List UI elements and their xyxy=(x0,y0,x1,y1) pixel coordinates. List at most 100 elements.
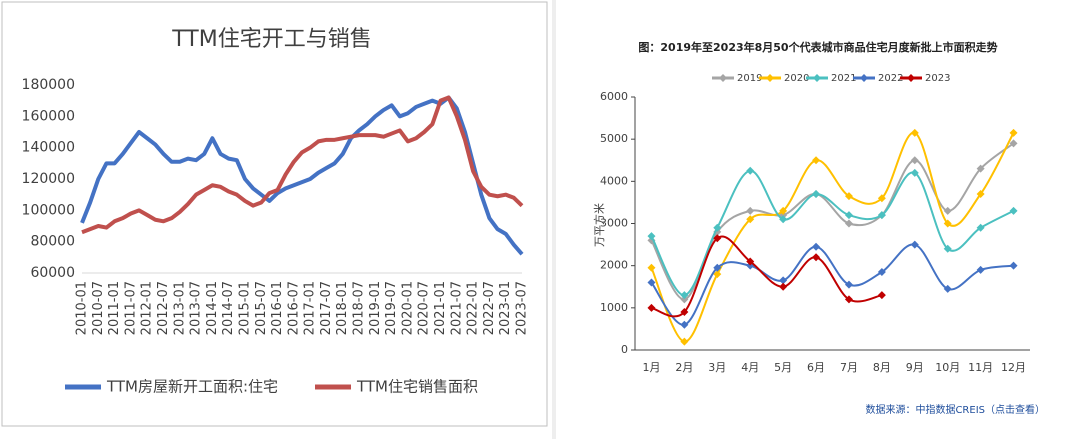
data-point xyxy=(746,257,755,266)
legend-marker xyxy=(907,74,915,82)
y-tick-label: 3000 xyxy=(600,217,628,230)
x-tick-label: 2015-07 xyxy=(254,281,269,335)
series-line xyxy=(81,95,524,235)
x-tick-label: 2月 xyxy=(675,361,693,374)
legend-marker xyxy=(813,74,821,82)
legend-marker xyxy=(860,74,868,82)
x-tick-label: 2018-01 xyxy=(335,281,350,335)
y-axis-label: 万平方米 xyxy=(592,203,606,247)
data-point xyxy=(844,280,853,289)
x-tick-label: 12月 xyxy=(1001,361,1026,374)
x-tick-label: 2015-01 xyxy=(237,281,252,335)
x-tick-label: 6月 xyxy=(807,361,825,374)
x-tick-label: 11月 xyxy=(968,361,993,374)
data-point xyxy=(680,291,689,300)
data-point xyxy=(943,244,952,253)
series-line xyxy=(651,235,883,318)
x-tick-label: 9月 xyxy=(906,361,924,374)
data-point xyxy=(746,166,755,175)
legend-label: 2019 xyxy=(737,73,762,84)
data-point xyxy=(877,194,886,203)
left-panel xyxy=(1,1,548,427)
data-point xyxy=(779,206,788,215)
y-tick-label: 100000 xyxy=(22,202,75,218)
x-tick-label: 2022-07 xyxy=(482,281,497,335)
data-point xyxy=(779,215,788,224)
x-tick-label: 2013-07 xyxy=(189,281,204,335)
y-tick-label: 160000 xyxy=(22,108,75,124)
data-point xyxy=(1009,128,1018,137)
data-point xyxy=(1009,139,1018,148)
x-tick-label: 2020-01 xyxy=(400,281,415,335)
legend-label: TTM住宅销售面积 xyxy=(356,378,478,396)
x-tick-label: 2014-07 xyxy=(221,281,236,335)
data-point xyxy=(877,211,886,220)
data-point xyxy=(844,211,853,220)
x-tick-label: 2022-01 xyxy=(466,281,481,335)
data-point xyxy=(812,242,821,251)
chart-title: 图：2019年至2023年8月50个代表城市商品住宅月度新批上市面积走势 xyxy=(638,40,997,54)
data-point xyxy=(844,295,853,304)
data-point xyxy=(910,156,919,165)
x-tick-label: 2023-07 xyxy=(515,281,530,335)
data-point xyxy=(910,168,919,177)
data-point xyxy=(713,223,722,232)
y-tick-label: 140000 xyxy=(22,140,75,156)
x-tick-label: 2016-07 xyxy=(286,281,301,335)
data-point xyxy=(713,270,722,279)
data-point xyxy=(976,223,985,232)
data-point xyxy=(844,192,853,201)
x-tick-label: 8月 xyxy=(873,361,891,374)
x-tick-label: 2010-01 xyxy=(75,281,90,335)
data-point xyxy=(647,232,656,241)
x-tick-label: 2019-07 xyxy=(384,281,399,335)
x-tick-label: 2012-07 xyxy=(156,281,171,335)
y-tick-label: 4000 xyxy=(600,174,628,187)
data-point xyxy=(647,278,656,287)
y-tick-label: 0 xyxy=(621,343,628,356)
x-tick-label: 2013-01 xyxy=(172,281,187,335)
chart-title: TTM住宅开工与销售 xyxy=(171,27,371,52)
x-tick-label: 3月 xyxy=(708,361,726,374)
y-tick-label: 80000 xyxy=(30,234,75,250)
data-point xyxy=(812,253,821,262)
legend-marker xyxy=(719,74,727,82)
data-point xyxy=(844,219,853,228)
data-point xyxy=(976,189,985,198)
y-tick-label: 60000 xyxy=(30,265,75,281)
x-tick-label: 2021-01 xyxy=(433,281,448,335)
x-tick-label: 7月 xyxy=(840,361,858,374)
y-tick-label: 180000 xyxy=(22,77,75,93)
data-point xyxy=(713,234,722,243)
data-point xyxy=(812,156,821,165)
data-point xyxy=(877,291,886,300)
x-tick-label: 2017-07 xyxy=(319,281,334,335)
legend-marker xyxy=(766,74,774,82)
y-tick-label: 6000 xyxy=(600,90,628,103)
divider xyxy=(552,0,556,439)
legend-label: 2022 xyxy=(878,73,903,84)
data-point xyxy=(713,263,722,272)
data-point xyxy=(976,164,985,173)
x-tick-label: 2018-07 xyxy=(352,281,367,335)
x-tick-label: 2021-07 xyxy=(449,281,464,335)
data-point xyxy=(976,265,985,274)
data-point xyxy=(877,267,886,276)
legend-label: TTM房屋新开工面积:住宅 xyxy=(106,378,278,396)
data-point xyxy=(812,189,821,198)
data-point xyxy=(943,206,952,215)
data-point xyxy=(746,215,755,224)
y-tick-label: 5000 xyxy=(600,132,628,145)
data-point xyxy=(680,308,689,317)
x-tick-label: 2012-01 xyxy=(140,281,155,335)
data-point xyxy=(647,263,656,272)
x-tick-label: 2016-01 xyxy=(270,281,285,335)
data-point xyxy=(680,337,689,346)
x-tick-label: 2017-01 xyxy=(303,281,318,335)
data-point xyxy=(910,128,919,137)
x-tick-label: 1月 xyxy=(642,361,660,374)
x-tick-label: 5月 xyxy=(774,361,792,374)
x-tick-label: 10月 xyxy=(935,361,960,374)
x-tick-label: 2020-07 xyxy=(417,281,432,335)
